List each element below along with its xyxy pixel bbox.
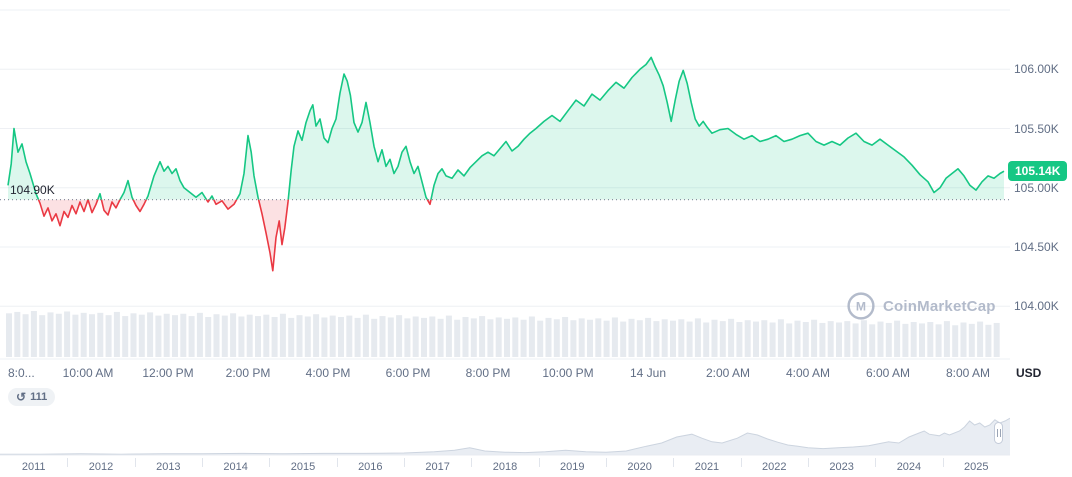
year-tick (807, 458, 809, 467)
year-tick (201, 458, 203, 467)
history-badge[interactable]: ↺ 111 (8, 388, 56, 406)
year-label[interactable]: 2020 (605, 456, 673, 477)
year-tick (336, 458, 338, 467)
year-label[interactable]: 2016 (336, 456, 404, 477)
time-label: 12:00 PM (142, 366, 194, 380)
year-tick (67, 458, 69, 467)
y-axis-label: 104.00K (1014, 299, 1059, 314)
year-tick (538, 458, 540, 467)
year-label[interactable]: 2015 (269, 456, 336, 477)
x-axis: 8:0... 10:00 AM 12:00 PM 2:00 PM 4:00 PM 6:00… (0, 360, 1010, 386)
year-tick (269, 458, 271, 467)
time-label: 10:00 PM (542, 366, 594, 380)
time-label: 8:00 PM (465, 366, 511, 380)
y-axis-label: 106.00K (1014, 62, 1059, 77)
year-axis: 2011 2012 2013 2014 2015 2016 2017 2018 2019 2020… (0, 456, 1010, 477)
year-tick (403, 458, 405, 467)
year-label[interactable]: 2024 (875, 456, 942, 477)
range-selector-chart[interactable] (0, 410, 1010, 456)
year-tick (673, 458, 675, 467)
year-label[interactable]: 2011 (21, 460, 46, 473)
year-tick (134, 458, 136, 467)
range-handle-icon[interactable] (994, 422, 1003, 444)
year-tick (605, 458, 607, 467)
watermark-text: CoinMarketCap (883, 297, 996, 315)
time-label: 2:00 AM (705, 366, 751, 380)
svg-text:M: M (856, 300, 866, 314)
time-label: 6:00 AM (865, 366, 911, 380)
year-tick (875, 458, 877, 467)
time-label: 14 Jun (629, 366, 667, 380)
history-count: 111 (30, 391, 48, 403)
time-label: 8:00 AM (945, 366, 991, 380)
year-label[interactable]: 2013 (134, 456, 202, 477)
year-label[interactable]: 2025 (942, 456, 1010, 477)
y-axis-label: 105.50K (1014, 121, 1059, 136)
year-label[interactable]: 2012 (67, 456, 134, 477)
currency-label: USD (1016, 366, 1042, 380)
time-label: 4:00 PM (305, 366, 351, 380)
year-label[interactable]: 2022 (740, 456, 808, 477)
y-axis-label: 105.00K (1014, 180, 1059, 195)
current-price-badge: 105.14K (1008, 161, 1068, 182)
price-chart-canvas[interactable] (0, 0, 1010, 360)
year-label[interactable]: 2021 (673, 456, 740, 477)
y-axis-label: 104.50K (1014, 240, 1059, 254)
year-label[interactable]: 2014 (201, 456, 269, 477)
coinmarketcap-logo-icon: M (846, 291, 876, 321)
history-icon: ↺ (16, 390, 27, 404)
watermark: M CoinMarketCap (846, 291, 996, 321)
year-tick (471, 458, 473, 467)
year-tick (942, 458, 944, 467)
price-chart: 106.00K 105.50K 105.00K 104.50K 104.00K 105.… (0, 0, 1068, 360)
time-label: 10:00 AM (62, 366, 114, 380)
time-label: 6:00 PM (385, 366, 431, 380)
year-tick (740, 458, 742, 467)
year-label[interactable]: 2018 (471, 456, 538, 477)
time-label: 4:00 AM (785, 366, 831, 380)
baseline-price-label: 104.90K (10, 183, 55, 197)
time-label: 8:0... (8, 366, 35, 380)
year-label[interactable]: 2019 (538, 456, 606, 477)
year-label[interactable]: 2023 (807, 456, 875, 477)
time-label: 2:00 PM (225, 366, 271, 380)
range-selector[interactable] (0, 410, 1010, 456)
year-label[interactable]: 2017 (403, 456, 471, 477)
